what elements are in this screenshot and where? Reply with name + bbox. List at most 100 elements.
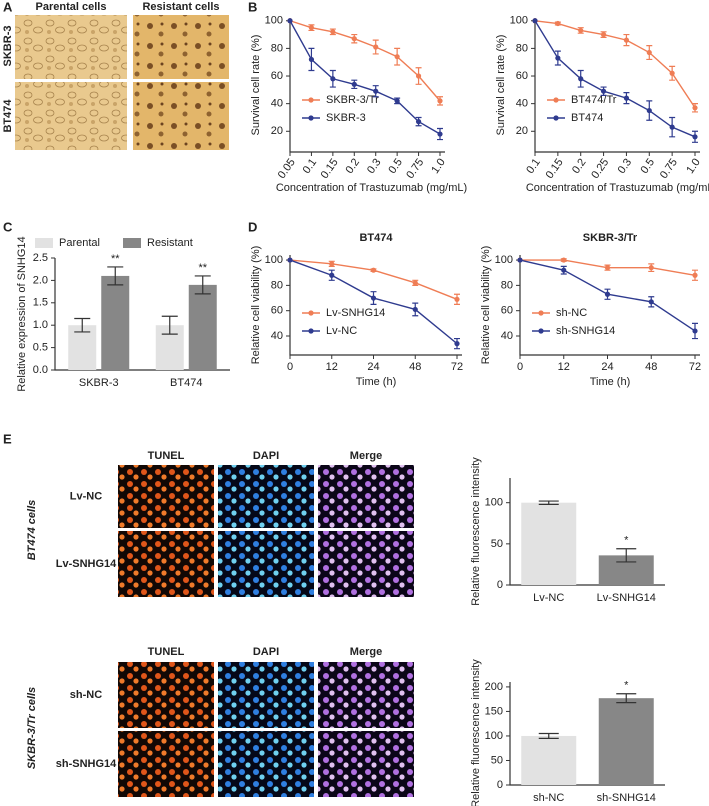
data-point (692, 272, 698, 278)
y-tick-label: 2.0 (33, 274, 48, 286)
error-bar (74, 317, 91, 333)
data-point (415, 119, 422, 125)
error-bar (194, 275, 211, 295)
data-point (329, 261, 335, 267)
panel-label: A (3, 0, 13, 14)
y-tick-label: 80 (271, 279, 283, 291)
error-bar (538, 732, 559, 740)
data-point (370, 295, 377, 301)
x-tick-label: 0.2 (344, 157, 363, 176)
x-tick-label: 0.75 (658, 157, 680, 181)
y-tick-label: 60 (271, 305, 283, 317)
legend-marker (308, 115, 314, 121)
data-point (329, 272, 335, 278)
y-tick-label: 60 (271, 70, 283, 82)
data-point (517, 257, 523, 263)
data-point (646, 107, 652, 114)
data-point (555, 20, 561, 27)
y-tick-label: 80 (271, 42, 283, 54)
error-bar (107, 266, 124, 286)
y-axis-label: Survival cell rate (%) (250, 35, 262, 136)
data-point (330, 29, 336, 35)
data-point (692, 328, 698, 334)
x-tick-label: sh-NC (533, 792, 564, 804)
row-label: BT474 (2, 99, 14, 133)
y-tick-label: 0.5 (33, 342, 48, 354)
error-bar-line (194, 275, 211, 295)
y-tick-label: 40 (501, 330, 513, 342)
y-tick-label: 1.0 (33, 319, 48, 331)
data-point (604, 265, 611, 271)
x-tick-label: 24 (601, 361, 613, 373)
column-header: DAPI (253, 450, 279, 462)
y-tick-label: 80 (501, 279, 513, 291)
x-tick-label: 0.25 (589, 157, 611, 181)
x-axis-label: Concentration of Trastuzumab (mg/mL) (526, 182, 709, 194)
data-point (578, 76, 584, 82)
error-bar (538, 500, 559, 505)
data-point (351, 36, 357, 42)
fluorescence-image (318, 465, 414, 528)
bar (521, 502, 577, 585)
legend-marker (308, 310, 314, 316)
x-tick-label: 0.15 (319, 157, 341, 181)
y-tick-label: 100 (485, 497, 503, 509)
x-tick-label: 24 (367, 361, 379, 373)
legend-swatch (35, 238, 53, 248)
significance: * (624, 535, 629, 547)
data-point (648, 265, 654, 271)
legend-marker (308, 328, 314, 334)
row-label: sh-SNHG14 (56, 758, 117, 770)
x-tick-label: Lv-NC (533, 592, 564, 604)
data-point (412, 280, 418, 286)
series-line (534, 20, 696, 109)
error-bar-line (161, 315, 178, 335)
data-point (437, 98, 443, 104)
error-bar (616, 693, 637, 704)
data-point (669, 70, 675, 76)
x-tick-label: 0 (287, 361, 293, 373)
x-tick-label: 0.5 (639, 157, 658, 176)
y-tick-label: 100 (265, 254, 283, 266)
x-tick-label: 0.1 (524, 157, 543, 176)
y-tick-label: 40 (271, 330, 283, 342)
significance: * (624, 680, 629, 692)
data-point (287, 18, 293, 24)
row-label: SKBR-3 (2, 26, 14, 67)
y-axis-label: Relative fluorescence intensity (470, 457, 482, 606)
data-point (623, 37, 630, 43)
micrograph (15, 82, 127, 150)
x-tick-label: sh-SNHG14 (597, 792, 656, 804)
y-axis-label: Survival cell rate (%) (495, 35, 507, 136)
series-line (289, 20, 441, 135)
legend-label: SKBR-3/Tr (326, 94, 379, 106)
group-label: SKBR-3/Tr cells (26, 687, 38, 769)
significance: ** (198, 262, 207, 274)
chart-title: SKBR-3/Tr (583, 232, 638, 244)
data-point (454, 296, 460, 302)
data-point (561, 257, 567, 263)
legend-label: BT474 (571, 112, 603, 124)
data-point (394, 98, 400, 104)
legend-label: sh-SNHG14 (556, 325, 615, 337)
column-header: DAPI (253, 646, 279, 658)
data-point (373, 44, 379, 50)
error-bar-line (107, 266, 124, 286)
legend-label: BT474/Tr (571, 94, 617, 106)
data-point (394, 54, 400, 60)
y-tick-label: 40 (516, 98, 528, 110)
x-tick-label: 0.1 (301, 157, 320, 176)
legend-label: SKBR-3 (326, 112, 366, 124)
axis (289, 18, 445, 153)
x-tick-label: 48 (409, 361, 421, 373)
fluorescence-image (218, 465, 314, 528)
x-tick-label: 1.0 (429, 157, 448, 176)
legend-marker (553, 97, 559, 103)
data-point (604, 291, 611, 297)
data-point (308, 25, 315, 31)
y-tick-label: 50 (491, 754, 503, 766)
series-line (534, 20, 696, 138)
legend-label: Lv-SNHG14 (326, 307, 385, 319)
y-tick-label: 60 (516, 70, 528, 82)
